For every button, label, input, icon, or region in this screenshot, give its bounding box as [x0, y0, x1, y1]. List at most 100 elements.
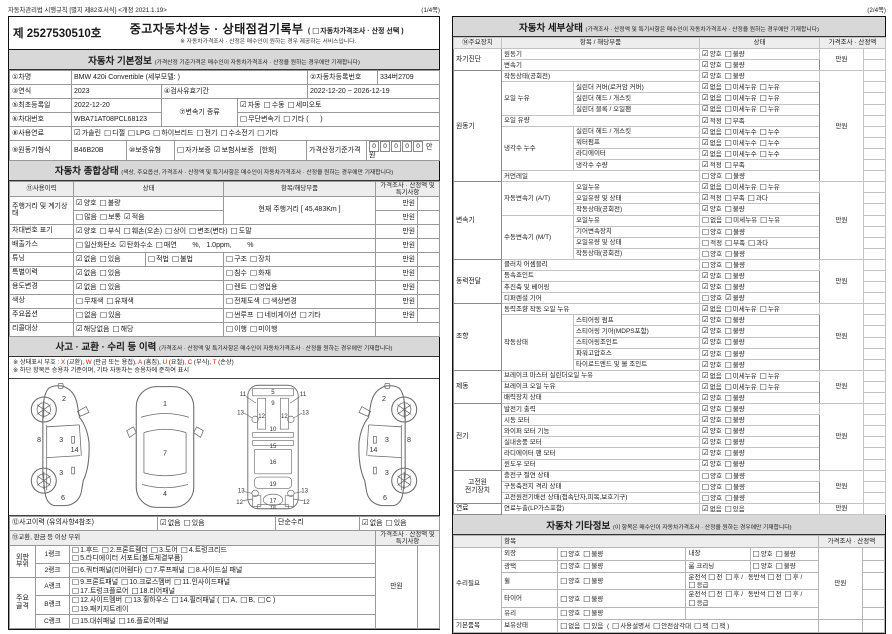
checkbox-option[interactable]: □불량: [583, 549, 603, 558]
checkbox-option[interactable]: □있음: [100, 282, 121, 292]
checkbox-option[interactable]: □자동차가격조사 · 산정 선택 ): [312, 26, 403, 36]
checkbox-checked-icon[interactable]: ☑: [702, 348, 709, 358]
checkbox-option[interactable]: □일산화탄소: [76, 240, 116, 250]
checkbox-option[interactable]: □18.리어패널: [131, 586, 175, 595]
checkbox-option[interactable]: □8.사이드실 패널: [188, 566, 243, 575]
checkbox-option[interactable]: □불량: [725, 50, 745, 58]
checkbox-option[interactable]: □누유: [760, 371, 780, 380]
checkbox-option[interactable]: □14.필러패널 (: [172, 597, 220, 605]
checkbox-option[interactable]: □불량: [583, 576, 603, 586]
checkbox-option[interactable]: □양호: [702, 249, 722, 258]
checkbox-option[interactable]: ☑양호: [702, 327, 722, 335]
checkbox-option[interactable]: □화재: [250, 268, 271, 278]
checkbox-unchecked-icon[interactable]: □: [560, 576, 568, 586]
checkbox-unchecked-icon[interactable]: □: [196, 128, 204, 138]
checkbox-option[interactable]: □불량: [725, 61, 745, 69]
checkbox-option[interactable]: □미세누유: [725, 382, 757, 391]
checkbox-unchecked-icon[interactable]: □: [724, 115, 732, 125]
checkbox-unchecked-icon[interactable]: □: [177, 145, 185, 155]
checkbox-unchecked-icon[interactable]: □: [725, 572, 733, 581]
checkbox-unchecked-icon[interactable]: □: [240, 595, 248, 605]
checkbox-unchecked-icon[interactable]: □: [724, 415, 732, 425]
checkbox-option[interactable]: □불량: [725, 259, 745, 269]
checkbox-option[interactable]: □색상변경: [263, 296, 297, 306]
checkbox-unchecked-icon[interactable]: □: [155, 239, 163, 249]
checkbox-unchecked-icon[interactable]: □: [724, 459, 732, 469]
checkbox-option[interactable]: □미세누유: [725, 94, 757, 102]
checkbox-unchecked-icon[interactable]: □: [688, 580, 696, 590]
checkbox-unchecked-icon[interactable]: □: [724, 426, 732, 436]
checkbox-option[interactable]: □양호: [702, 227, 722, 236]
checkbox-unchecked-icon[interactable]: □: [725, 589, 733, 599]
checkbox-option[interactable]: □불량: [583, 561, 603, 571]
checkbox-option[interactable]: ☑적정: [702, 161, 722, 169]
checkbox-unchecked-icon[interactable]: □: [583, 576, 591, 586]
checkbox-option[interactable]: □불량: [725, 360, 745, 369]
checkbox-unchecked-icon[interactable]: □: [702, 237, 710, 247]
checkbox-option[interactable]: □누유: [760, 94, 780, 102]
checkbox-option[interactable]: □렌트: [226, 282, 247, 292]
checkbox-option[interactable]: ☑양호: [702, 72, 722, 80]
checkbox-option[interactable]: □미세누유: [725, 183, 757, 191]
checkbox-option[interactable]: □불량: [725, 271, 745, 280]
checkbox-unchecked-icon[interactable]: □: [724, 281, 732, 291]
checkbox-option[interactable]: ☑없음: [702, 305, 722, 313]
checkbox-option[interactable]: □불량: [725, 227, 745, 236]
checkbox-option[interactable]: ☑적음: [123, 211, 145, 222]
checkbox-unchecked-icon[interactable]: □: [76, 211, 84, 221]
checkbox-unchecked-icon[interactable]: □: [653, 620, 661, 630]
checkbox-unchecked-icon[interactable]: □: [226, 323, 234, 333]
checkbox-unchecked-icon[interactable]: □: [99, 211, 108, 221]
checkbox-unchecked-icon[interactable]: □: [257, 595, 266, 605]
checkbox-option[interactable]: □전기: [196, 129, 217, 138]
checkbox-unchecked-icon[interactable]: □: [760, 215, 768, 225]
checkbox-unchecked-icon[interactable]: □: [725, 237, 733, 247]
checkbox-option[interactable]: □누유: [760, 105, 780, 113]
checkbox-option[interactable]: □영업용: [250, 282, 277, 292]
checkbox-option[interactable]: □해당: [113, 324, 134, 334]
checkbox-unchecked-icon[interactable]: □: [708, 589, 716, 599]
checkbox-checked-icon[interactable]: ☑: [702, 315, 709, 325]
checkbox-option[interactable]: ☑양호: [702, 50, 722, 58]
checkbox-unchecked-icon[interactable]: □: [725, 481, 733, 491]
checkbox-option[interactable]: □3.도어: [151, 546, 178, 554]
checkbox-unchecked-icon[interactable]: □: [725, 259, 733, 269]
checkbox-option[interactable]: ☑양호: [76, 226, 97, 236]
checkbox-option[interactable]: □사용설명서: [612, 621, 650, 630]
checkbox-checked-icon[interactable]: ☑: [702, 182, 709, 192]
checkbox-checked-icon[interactable]: ☑: [702, 381, 709, 391]
checkbox-unchecked-icon[interactable]: □: [688, 597, 696, 607]
checkbox-unchecked-icon[interactable]: □: [747, 193, 755, 203]
checkbox-option[interactable]: ☑탄화수소: [119, 240, 153, 250]
checkbox-unchecked-icon[interactable]: □: [99, 253, 107, 263]
checkbox-option[interactable]: □불량: [725, 72, 745, 80]
checkbox-option[interactable]: □기타 ( ): [283, 115, 322, 124]
checkbox-unchecked-icon[interactable]: □: [759, 104, 767, 114]
checkbox-unchecked-icon[interactable]: □: [560, 608, 568, 618]
checkbox-option[interactable]: □불량: [725, 481, 745, 491]
checkbox-option[interactable]: ☑불량: [725, 294, 745, 302]
checkbox-option[interactable]: □없음: [76, 310, 97, 320]
checkbox-unchecked-icon[interactable]: □: [72, 545, 80, 554]
checkbox-option[interactable]: ☑없음: [702, 371, 722, 380]
checkbox-option[interactable]: □15.대쉬패널: [72, 616, 116, 626]
checkbox-checked-icon[interactable]: ☑: [123, 211, 131, 221]
checkbox-checked-icon[interactable]: ☑: [160, 517, 167, 527]
checkbox-unchecked-icon[interactable]: □: [702, 215, 710, 225]
checkbox-checked-icon[interactable]: ☑: [702, 104, 709, 114]
checkbox-option[interactable]: □불량: [725, 493, 745, 502]
checkbox-unchecked-icon[interactable]: □: [583, 561, 591, 571]
checkbox-unchecked-icon[interactable]: □: [725, 215, 733, 225]
checkbox-option[interactable]: □부식: [100, 226, 121, 236]
checkbox-option[interactable]: □하이브리드: [153, 129, 193, 138]
checkbox-option[interactable]: □불량: [725, 427, 745, 435]
checkbox-option[interactable]: ☑해당없음: [76, 324, 110, 334]
checkbox-option[interactable]: □2.프론트휀더: [102, 546, 148, 554]
checkbox-unchecked-icon[interactable]: □: [724, 503, 732, 513]
checkbox-option[interactable]: □불량: [725, 394, 745, 402]
checkbox-option[interactable]: □도말: [231, 226, 252, 236]
checkbox-checked-icon[interactable]: ☑: [240, 100, 247, 110]
checkbox-option[interactable]: ☑없음: [702, 149, 722, 158]
checkbox-option[interactable]: ☑보험사보증 [한화]: [214, 145, 277, 155]
checkbox-checked-icon[interactable]: ☑: [702, 304, 709, 314]
